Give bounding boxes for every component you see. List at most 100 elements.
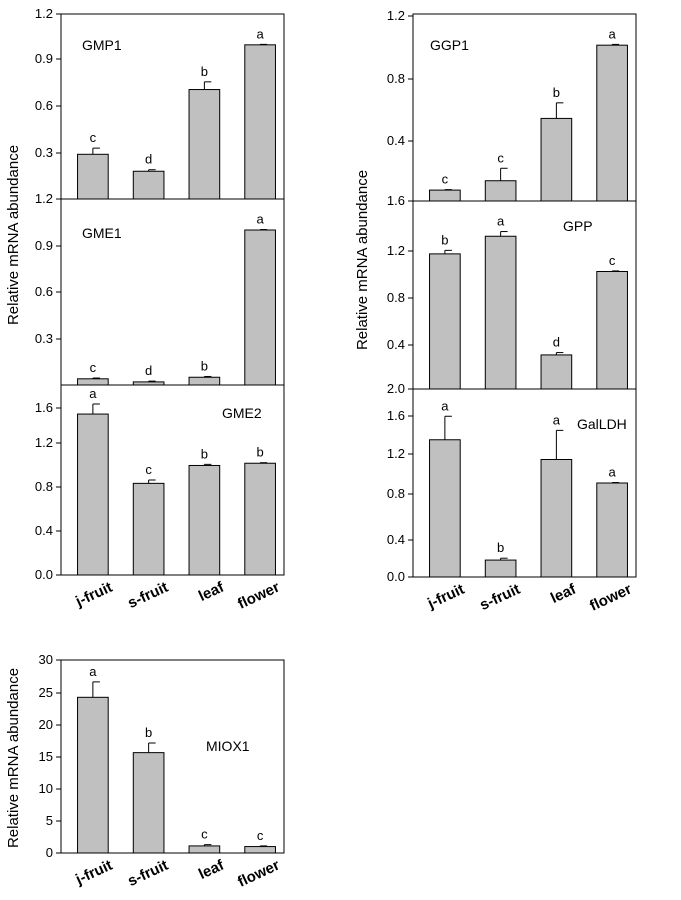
bar-leaf	[540, 459, 573, 578]
significance-letter: b	[257, 445, 264, 460]
panel-title: MIOX1	[206, 738, 250, 754]
plot-frame	[412, 388, 637, 578]
panel-title: GME2	[222, 405, 262, 421]
x-tick-label: s-fruit	[477, 581, 523, 614]
significance-letter: b	[145, 725, 152, 740]
significance-letter: a	[89, 386, 97, 401]
y-tick-label: 0.3	[35, 145, 53, 160]
y-tick-label: 1.2	[35, 435, 53, 450]
chart-panel-ggp1: 0.4 0.8 1.2 1.6 c c b a GGP1	[387, 8, 637, 208]
significance-letter: c	[201, 827, 208, 842]
bar-leaf	[188, 845, 221, 854]
significance-letter: a	[441, 398, 449, 413]
y-tick-label: 0.6	[35, 284, 53, 299]
y-tick-label: 1.6	[387, 408, 405, 423]
chart-panel-galldh: 0.0 0.4 0.8 1.2 1.6 a j-fruit b s-fruit a leaf a flo…	[387, 388, 637, 615]
x-tick-label: j-fruit	[72, 579, 115, 611]
y-tick-label: 1.2	[35, 6, 53, 21]
bar-flower	[596, 271, 628, 390]
bar-s-fruit	[484, 559, 517, 578]
significance-letter: c	[497, 150, 504, 165]
bar-flower	[244, 44, 276, 200]
significance-letter: c	[90, 130, 97, 145]
y-tick-label: 1.2	[35, 191, 53, 206]
panel-title: GMP1	[82, 37, 122, 53]
y-tick-label: 0.8	[35, 479, 53, 494]
bar-flower	[244, 462, 276, 576]
y-tick-label: 5	[46, 813, 53, 828]
x-tick-label: s-fruit	[125, 579, 171, 612]
bar-flower	[596, 44, 628, 202]
bottom-ylabel: Relative mRNA abundance	[5, 668, 22, 848]
bar-s-fruit	[132, 482, 165, 576]
bar-s-fruit	[484, 235, 517, 390]
y-tick-label: 1.6	[35, 400, 53, 415]
y-tick-label: 1.6	[387, 193, 405, 208]
significance-letter: c	[90, 360, 97, 375]
significance-letter: d	[145, 152, 152, 167]
bar-j-fruit	[77, 413, 109, 576]
significance-letter: a	[609, 465, 617, 480]
significance-letter: a	[497, 214, 505, 229]
left-column-ylabel: Relative mRNA abundance	[5, 145, 22, 325]
bar-j-fruit	[77, 153, 109, 200]
y-tick-label: 1.2	[387, 446, 405, 461]
bar-j-fruit	[429, 439, 461, 578]
significance-letter: b	[553, 85, 560, 100]
x-tick-label: leaf	[548, 580, 580, 607]
bar-j-fruit	[429, 253, 461, 390]
y-tick-label: 0.8	[387, 71, 405, 86]
y-tick-label: 0.8	[387, 486, 405, 501]
bar-j-fruit	[77, 378, 109, 386]
significance-letter: c	[609, 253, 616, 268]
chart-panel-gpp: 0.4 0.8 1.2 2.0 b a d c GPP	[387, 200, 637, 396]
panel-title: GGP1	[430, 37, 469, 53]
y-tick-label: 0.6	[35, 98, 53, 113]
panel-title: GalLDH	[577, 416, 627, 432]
bar-j-fruit	[77, 696, 109, 854]
x-tick-label: flower	[587, 581, 634, 615]
x-tick-label: j-fruit	[424, 581, 467, 613]
bar-s-fruit	[484, 180, 517, 202]
right-column-ylabel: Relative mRNA abundance	[354, 170, 371, 350]
significance-letter: a	[553, 412, 561, 427]
significance-letter: c	[442, 172, 449, 187]
x-tick-label: flower	[235, 857, 282, 891]
y-tick-label: 0.0	[35, 567, 53, 582]
significance-letter: a	[89, 664, 97, 679]
y-tick-label: 0.4	[387, 532, 405, 547]
significance-letter: c	[145, 462, 152, 477]
bar-leaf	[188, 89, 221, 200]
bar-flower	[244, 846, 276, 854]
chart-panel-gmp1: 0.3 0.6 0.9 1.2 c d b a GMP1	[35, 6, 285, 200]
bar-j-fruit	[429, 189, 461, 202]
plot-frame	[60, 384, 285, 576]
bar-s-fruit	[132, 170, 165, 200]
significance-letter: b	[201, 358, 208, 373]
bar-leaf	[188, 376, 221, 386]
y-tick-label: 0.8	[387, 290, 405, 305]
x-tick-label: s-fruit	[125, 857, 171, 890]
chart-panel-gme2: 0.0 0.4 0.8 1.2 1.6 a j-fruit c s-fruit b leaf b flo…	[35, 384, 285, 613]
y-tick-label: 2.0	[387, 381, 405, 396]
significance-letter: d	[145, 363, 152, 378]
significance-letter: a	[257, 212, 265, 227]
significance-letter: d	[553, 335, 560, 350]
y-tick-label: 0	[46, 845, 53, 860]
y-tick-label: 0.4	[35, 523, 53, 538]
y-tick-label: 15	[39, 749, 53, 764]
bar-flower	[244, 229, 276, 386]
x-tick-label: leaf	[196, 856, 228, 883]
significance-letter: c	[257, 828, 264, 843]
y-tick-label: 0.3	[35, 331, 53, 346]
y-tick-label: 1.2	[387, 243, 405, 258]
panel-title: GME1	[82, 225, 122, 241]
significance-letter: a	[609, 26, 617, 41]
y-tick-label: 1.2	[387, 8, 405, 23]
significance-letter: a	[257, 26, 265, 41]
chart-panel-miox1: 0 5 10 15 20 25 30 a j-fruit b s-fruit c leaf c flower…	[39, 652, 285, 891]
y-tick-label: 0.9	[35, 238, 53, 253]
bar-flower	[596, 482, 628, 578]
significance-letter: b	[201, 64, 208, 79]
